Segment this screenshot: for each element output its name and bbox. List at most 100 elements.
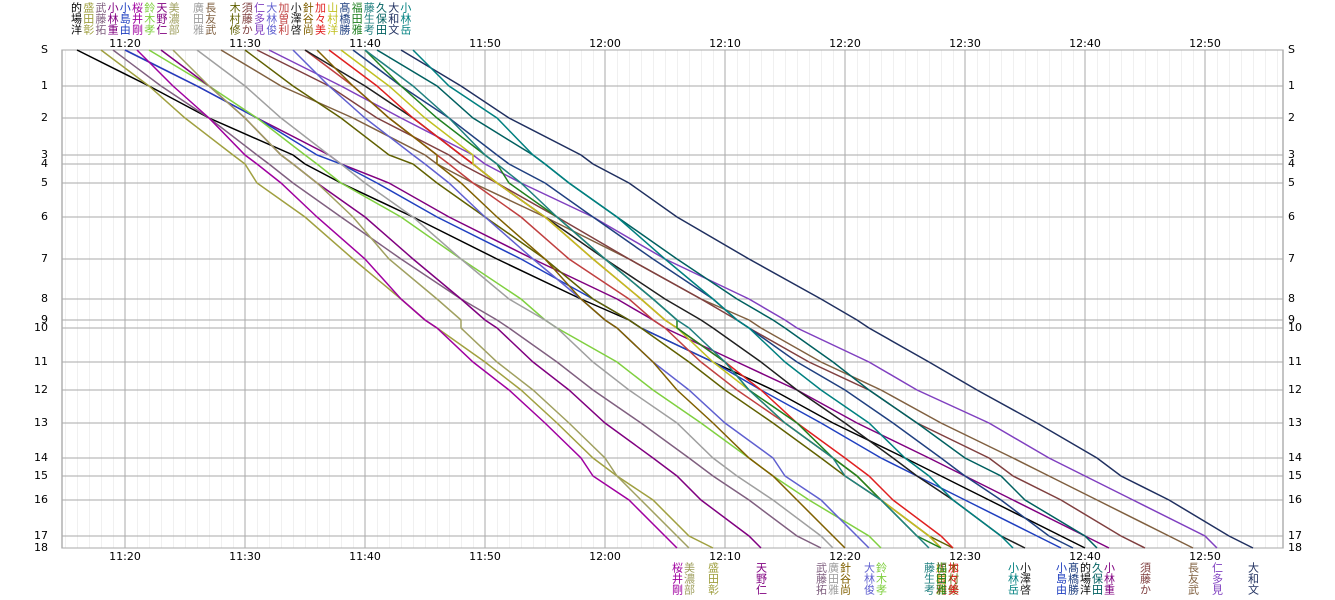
y-tick-label: 8 [1288,292,1295,305]
y-tick-label: 14 [1288,451,1302,464]
legend-name: 大林俊 [265,1,278,35]
finish-name: 長友武 [1187,562,1200,595]
y-tick-label: 9 [41,313,48,326]
legend-name: 盛田彰 [82,1,95,36]
x-tick-label: 11:40 [349,37,381,50]
finish-name: 廣田雅 [827,561,840,595]
y-tick-label: 16 [1288,493,1302,506]
x-tick-label: 11:20 [109,37,141,50]
runner-line [412,49,1014,549]
finish-name: 鈴木孝 [875,561,888,595]
y-tick-label: 5 [41,176,48,189]
finish-name: 桜井剛 [671,561,684,596]
legend-name: 天野仁 [155,2,168,35]
x-tick-label: 11:40 [349,550,381,563]
legend-name: 鈴木孝 [143,1,156,35]
x-tick-label: 12:10 [709,550,741,563]
legend-name: 須藤か [240,2,253,35]
legend-name: 長友武 [204,2,217,35]
y-tick-label: 6 [41,210,48,223]
legend-name: 山村洋 [326,2,339,35]
y-tick-label: 3 [41,148,48,161]
y-tick-label: 17 [34,529,48,542]
legend-name: 加々美 [314,2,327,35]
y-tick-label: 10 [34,321,48,334]
finish-name: 小林岳 [1007,562,1020,595]
runner-line [172,49,690,549]
y-tick-label: 2 [1288,111,1295,124]
x-tick-label: 12:30 [949,37,981,50]
legend-name: 美濃部 [167,2,180,35]
y-tick-label: 6 [1288,210,1295,223]
x-tick-label: 12:50 [1189,37,1221,50]
finish-name: 山村洋 [935,562,948,595]
y-tick-label: 8 [41,292,48,305]
y-tick-label: 15 [1288,469,1302,482]
y-tick-label: 17 [1288,529,1302,542]
y-tick-label: 16 [34,493,48,506]
finish-name: 福田雅 [935,561,948,595]
y-tick-label: 5 [1288,176,1295,189]
legend-name: 髙橋勝 [338,1,351,36]
y-tick-label: 11 [1288,355,1302,368]
y-tick-label: 12 [34,383,48,396]
y-tick-label: 18 [1288,541,1302,554]
runner-line [316,49,846,549]
y-tick-label: S [41,43,48,56]
finish-name: 大和文 [1247,561,1260,595]
legend-name: 福田雅 [350,1,363,35]
y-tick-label: 14 [34,451,48,464]
finish-name: 美濃部 [683,562,696,595]
y-tick-label: 1 [1288,79,1295,92]
y-tick-label: 2 [41,111,48,124]
finish-name: 藤生考 [923,562,936,596]
runner-line [196,49,834,549]
finish-name: 武藤拓 [815,562,828,595]
legend-name: 小澤啓 [289,2,302,36]
y-tick-label: 9 [1288,313,1295,326]
finish-name: 小澤啓 [1019,562,1032,596]
legend-name: 武藤拓 [94,2,107,35]
finish-name: 盛田彰 [707,561,720,596]
y-tick-label: 12 [1288,383,1302,396]
x-tick-label: 12:20 [829,37,861,50]
x-tick-label: 11:50 [469,37,501,50]
legend-name: 大和文 [387,1,400,35]
legend-name: 加曽利 [277,2,290,35]
legend-name: 小林重 [106,2,119,35]
y-tick-label: 7 [41,252,48,265]
y-tick-label: 13 [1288,416,1302,429]
legend-name: 針谷尚 [301,1,314,36]
y-tick-label: 1 [41,79,48,92]
y-tick-label: 11 [34,355,48,368]
y-tick-label: 10 [1288,321,1302,334]
x-tick-label: 11:20 [109,550,141,563]
x-tick-label: 11:30 [229,37,261,50]
y-tick-label: 4 [41,157,48,170]
legend-name: 小林岳 [399,2,412,35]
legend-name: 仁多見 [253,2,266,35]
legend-name: 小島由 [118,2,131,35]
finish-name: 須藤か [1139,562,1152,595]
finish-name: 髙橋勝 [1067,561,1080,596]
x-tick-label: 12:10 [709,37,741,50]
y-tick-label: 18 [34,541,48,554]
x-tick-label: 12:30 [949,550,981,563]
x-tick-label: 11:30 [229,550,261,563]
legend-name: 桜井剛 [131,1,144,36]
legend-name: 藤生考 [362,2,375,36]
runner-line [220,49,1194,549]
finish-name: 加曽利 [935,562,948,595]
finish-name: 針谷尚 [839,561,852,596]
y-tick-label: 3 [1288,148,1295,161]
legend-name: 的場洋 [70,1,83,35]
y-tick-label: 7 [1288,252,1295,265]
x-tick-label: 12:40 [1069,550,1101,563]
finish-name: 的場洋 [1079,561,1092,595]
runner-line [136,49,678,549]
runner-line [400,49,1254,549]
finish-name: 久保田 [1091,562,1104,595]
runner-line [364,49,930,549]
